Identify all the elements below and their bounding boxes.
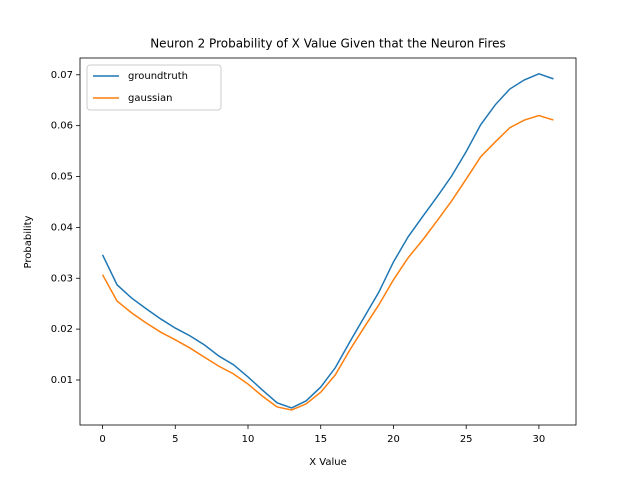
x-tick-label: 30 <box>533 434 546 445</box>
legend-box <box>86 64 222 111</box>
legend-label: gaussian <box>128 93 172 104</box>
y-tick-label: 0.05 <box>51 172 73 183</box>
y-tick-label: 0.02 <box>51 324 73 335</box>
x-tick-label: 15 <box>314 434 327 445</box>
y-tick-label: 0.04 <box>51 222 73 233</box>
y-tick-label: 0.06 <box>51 121 73 132</box>
x-tick-label: 20 <box>387 434 400 445</box>
x-tick-label: 25 <box>460 434 473 445</box>
x-tick-label: 5 <box>172 434 178 445</box>
x-tick-label: 10 <box>242 434 255 445</box>
line-series <box>101 114 554 411</box>
legend-label: groundtruth <box>128 71 188 82</box>
y-axis-label: Probability <box>23 215 34 268</box>
x-axis-label: X Value <box>309 457 347 468</box>
chart-title: Neuron 2 Probability of X Value Given th… <box>150 37 506 51</box>
axes-frame <box>79 57 577 426</box>
x-tick-label: 0 <box>99 434 105 445</box>
y-tick-label: 0.03 <box>51 273 73 284</box>
y-tick-label: 0.07 <box>51 70 73 81</box>
line-series <box>101 72 554 409</box>
y-tick-label: 0.01 <box>51 375 73 386</box>
